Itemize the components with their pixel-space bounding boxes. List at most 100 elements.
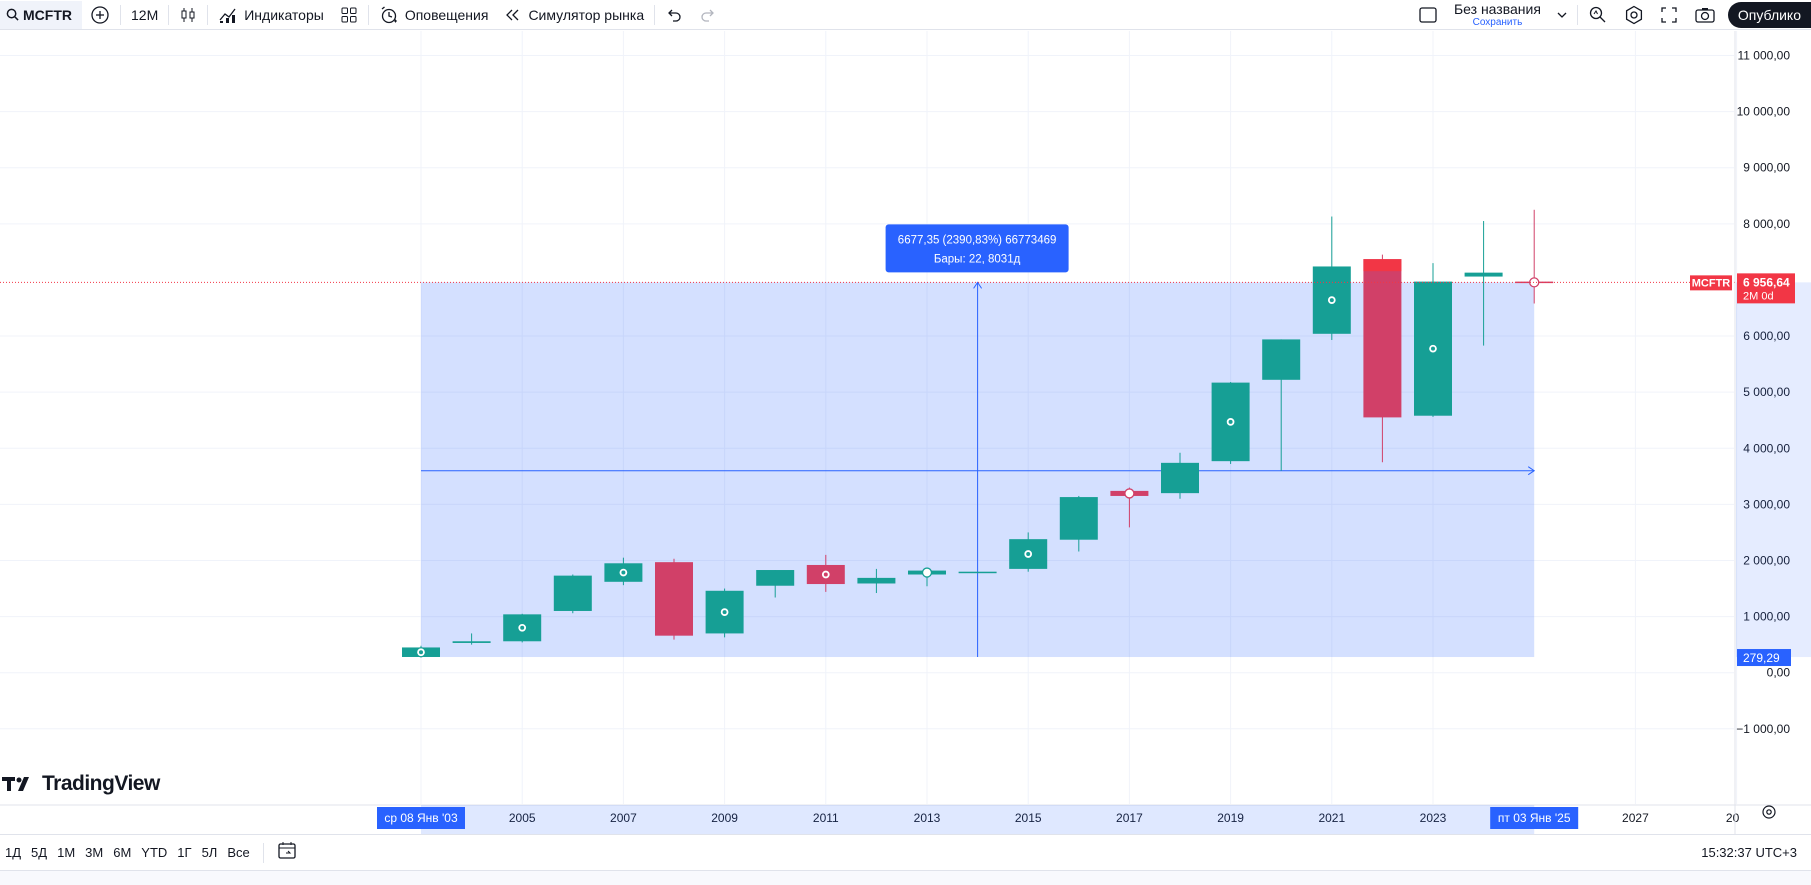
divider (207, 4, 209, 25)
candle-2011 (806, 554, 845, 592)
candle-body (1059, 497, 1098, 540)
bottom-panel-edge (0, 870, 1811, 885)
y-tick-label: 8 000,00 (1743, 217, 1790, 231)
candle-body (857, 577, 896, 584)
candle-2017 (1110, 487, 1149, 528)
search-icon (6, 8, 19, 21)
tv-logo-icon (2, 777, 29, 791)
compare-button[interactable] (82, 0, 118, 30)
range-button-7[interactable]: 5Л (201, 845, 218, 860)
divider (367, 4, 369, 25)
logo-text: TradingView (42, 772, 160, 795)
candle-2005 (503, 613, 542, 643)
chart-type-button[interactable] (171, 0, 205, 30)
y-tick-label: 4 000,00 (1743, 441, 1790, 455)
interval-label: 12M (131, 6, 159, 23)
range-start-label: ср 08 Янв '03 (384, 811, 458, 825)
candle-body (655, 562, 693, 636)
candle-2006 (553, 574, 592, 614)
range-end-tag (1490, 807, 1579, 829)
candle-marker-dot (1228, 419, 1233, 424)
x-tick-label: 2013 (914, 811, 941, 825)
candle-2022 (1363, 254, 1402, 463)
goto-date-button[interactable] (272, 841, 304, 864)
indicators-label: Индикаторы (244, 6, 324, 23)
range-low-tag (1737, 649, 1791, 667)
date-range-buttons: 1Д 5Д 1М 3М 6М YTD 1Г 5Л Все (0, 845, 255, 860)
layout-menu-button[interactable] (1549, 0, 1575, 30)
range-button-2[interactable]: 1М (57, 845, 76, 860)
candle-body (958, 571, 997, 574)
checkbox-icon (1419, 6, 1437, 23)
layout-toggle[interactable] (1410, 0, 1446, 30)
candle-2009 (705, 588, 744, 638)
range-button-6[interactable]: 1Г (177, 845, 192, 860)
layout-name[interactable]: Без названия Сохранить (1446, 0, 1549, 30)
bar-countdown: 2M 0d (1743, 290, 1774, 302)
x-tick-label: 2027 (1622, 811, 1649, 825)
candle-2016 (1059, 495, 1098, 552)
range-button-5[interactable]: YTD (141, 845, 168, 860)
snapshot-button[interactable] (1686, 0, 1724, 30)
candle-2020 (1262, 339, 1301, 471)
range-button-0[interactable]: 1Д (5, 845, 22, 860)
candle-2012 (857, 568, 896, 594)
candle-marker-dot (1026, 552, 1031, 557)
quick-search-icon (1589, 6, 1606, 22)
measure-arrow-up (973, 281, 983, 289)
templates-button[interactable] (332, 0, 366, 30)
clock-display[interactable]: 15:32:37 UTC+3 (1701, 845, 1797, 860)
interval-button[interactable]: 12M (123, 0, 166, 30)
candle-2015 (1009, 532, 1048, 572)
calendar-icon (278, 842, 296, 859)
alerts-button[interactable]: Оповещения (371, 0, 497, 30)
candles-icon (181, 7, 195, 22)
undo-icon (668, 9, 681, 22)
candle-2023 (1414, 263, 1452, 417)
x-tick-label: 2015 (1015, 811, 1042, 825)
range-start-tag (377, 807, 465, 829)
plus-circle-icon (91, 5, 109, 24)
candle-2004 (452, 633, 491, 645)
redo-button[interactable] (691, 0, 725, 30)
y-tick-label: 3 000,00 (1743, 497, 1790, 511)
quick-search-button[interactable] (1580, 0, 1616, 30)
range-button-3[interactable]: 3М (85, 845, 104, 860)
symbol-tag (1690, 275, 1732, 291)
undo-button[interactable] (657, 0, 691, 30)
candle-marker-dot (520, 625, 525, 630)
measure-arrow-right (1527, 466, 1536, 476)
x-tick-label: 2019 (1217, 811, 1244, 825)
candle-2007 (604, 557, 643, 586)
replay-button[interactable]: Симулятор рынка (496, 0, 652, 30)
bottom-toolbar: 1Д 5Д 1М 3М 6М YTD 1Г 5Л Все 15:32:37 UTC+3 (0, 834, 1811, 870)
x-tick-label: 2009 (711, 811, 738, 825)
candle-2010 (756, 570, 795, 598)
candle-2025 (1515, 209, 1554, 304)
candle-body (1262, 339, 1301, 380)
range-button-1[interactable]: 5Д (31, 845, 48, 860)
fullscreen-button[interactable] (1652, 0, 1686, 30)
candle-marker-dot (621, 570, 626, 575)
y-tick-label: 9 000,00 (1743, 161, 1790, 175)
divider (168, 4, 170, 25)
x-tick-label: 2017 (1116, 811, 1143, 825)
settings-button[interactable] (1616, 0, 1652, 30)
candle-marker-dot (1431, 346, 1435, 351)
measure-tooltip (885, 224, 1069, 273)
y-tick-label: 5 000,00 (1743, 385, 1790, 399)
candle-2008 (655, 558, 693, 640)
x-tick-label: 2011 (813, 811, 839, 825)
candle-marker-dot (722, 610, 727, 615)
publish-button[interactable]: Опублико (1727, 1, 1811, 28)
symbol-search[interactable]: MCFTR (0, 0, 82, 29)
symbol-tag-label: MCFTR (1692, 277, 1731, 289)
divider (262, 842, 264, 863)
range-button-8[interactable]: Все (227, 845, 250, 860)
measure-tooltip-line2: Бары: 22, 8031д (934, 253, 1021, 265)
indicators-button[interactable]: Индикаторы (210, 0, 332, 30)
range-button-4[interactable]: 6М (113, 845, 132, 860)
chart[interactable]: 6677,35 (2390,83%) 66773469 Бары: 22, 803… (0, 31, 1811, 834)
measure-time-highlight (421, 805, 1535, 834)
